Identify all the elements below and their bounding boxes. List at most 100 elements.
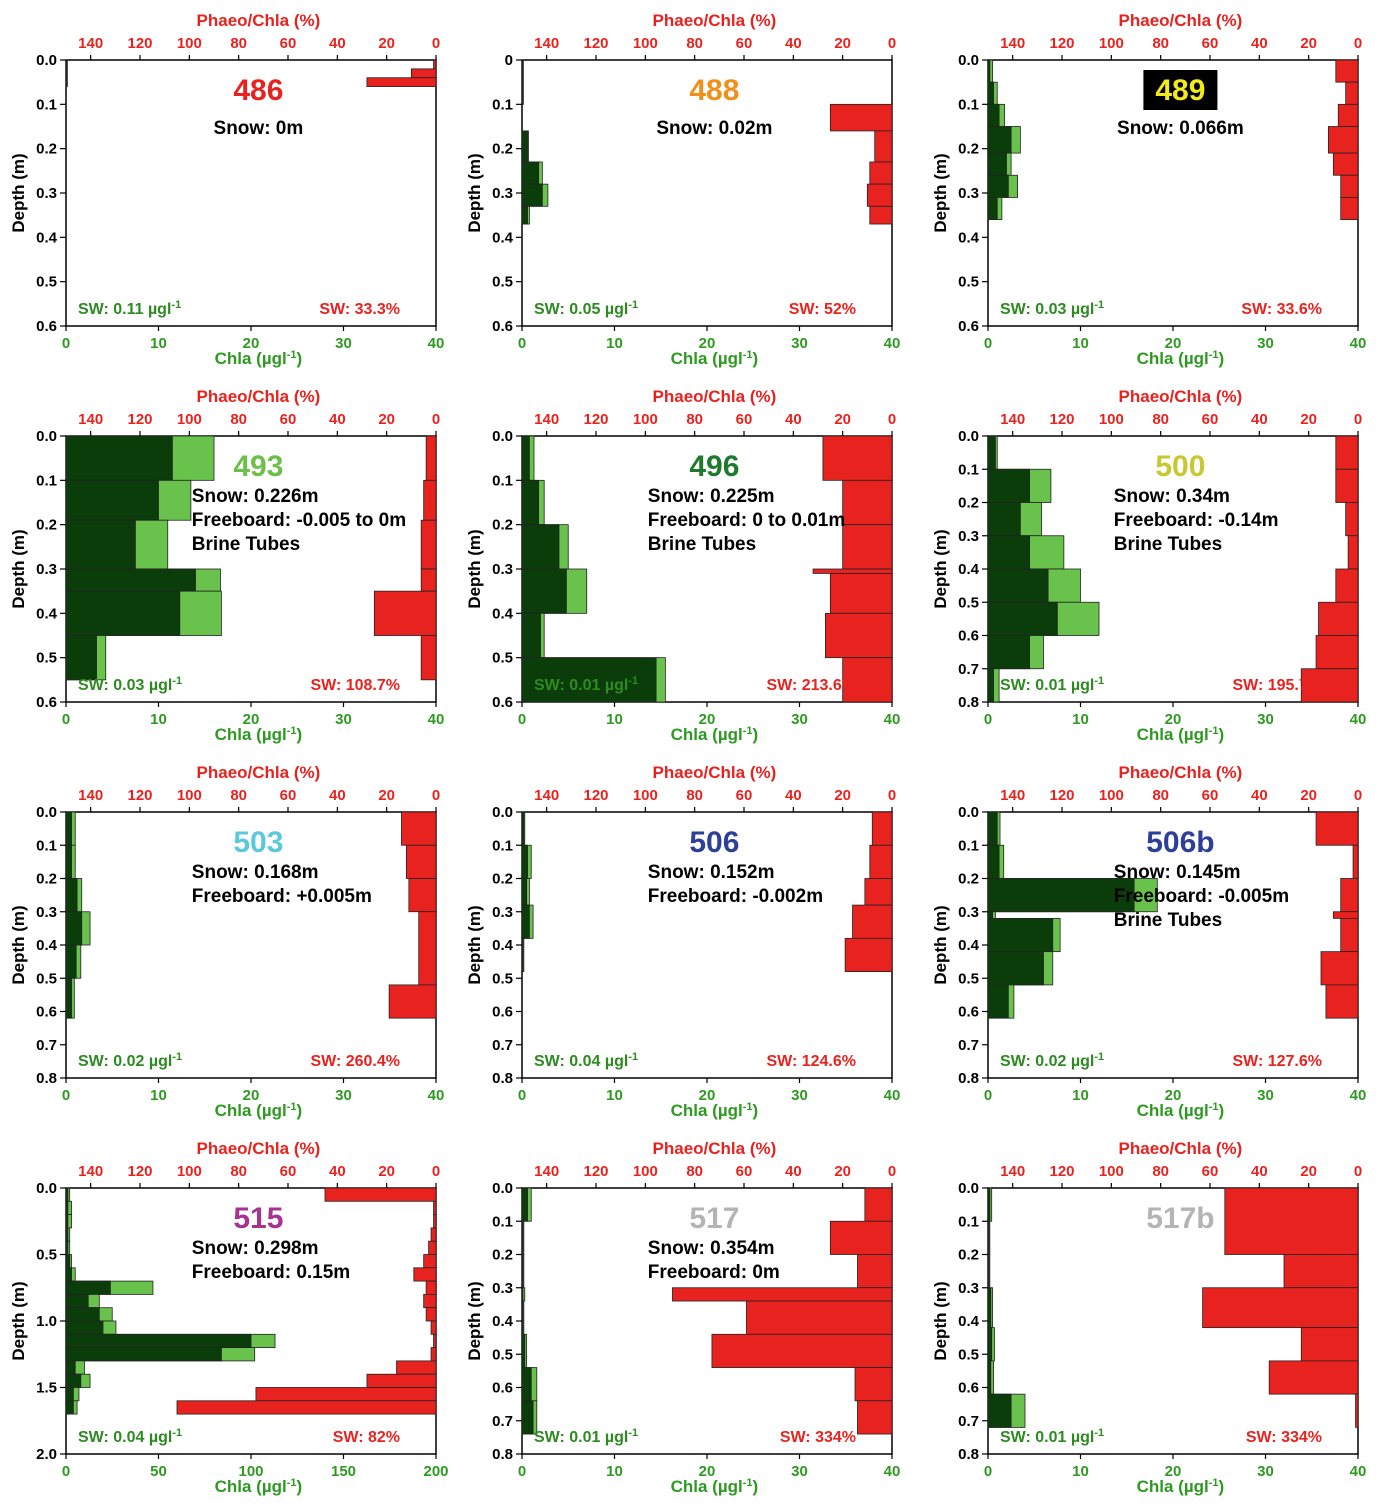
y-tick-label: 0.2 <box>492 517 513 534</box>
y-tick-label: 0.6 <box>36 1004 57 1021</box>
y-tick-label: 0.1 <box>492 96 513 113</box>
x-top-tick-label: 0 <box>888 787 896 804</box>
phaeo-bar <box>373 590 437 636</box>
y-tick-label: 0.7 <box>492 1413 513 1430</box>
chla-bar <box>65 1360 76 1375</box>
y-tick-label: 0.4 <box>958 937 980 954</box>
chla-bar <box>987 103 1000 127</box>
chla-bar <box>987 601 1058 636</box>
x-top-title: Phaeo/Chla (%) <box>1119 1139 1243 1158</box>
sw-phaeo-label: SW: 33.3% <box>319 301 400 318</box>
chla-bar <box>65 911 83 946</box>
x-top-tick-label: 140 <box>78 35 103 52</box>
y-tick-label: 0.2 <box>958 141 979 158</box>
station-label: 496 <box>689 450 739 483</box>
chla-bar <box>987 1393 1012 1428</box>
phaeo-bar <box>746 1300 893 1335</box>
x-top-tick-label: 20 <box>1300 1163 1317 1180</box>
x-top-tick-label: 40 <box>329 411 346 428</box>
x-bottom-tick-label: 10 <box>1072 335 1089 352</box>
phaeo-bar <box>842 479 893 526</box>
phaeo-bar <box>405 844 437 879</box>
x-bottom-tick-label: 20 <box>243 1087 260 1104</box>
chla-bar <box>65 1267 72 1282</box>
x-bottom-tick-label: 10 <box>150 711 167 728</box>
info-line: Brine Tubes <box>192 534 300 555</box>
y-axis-title: Depth (m) <box>931 153 950 232</box>
y-tick-label: 0.8 <box>492 1070 513 1087</box>
chla-bar <box>987 951 1044 986</box>
phaeo-bar <box>423 1294 437 1309</box>
chla-bar <box>521 435 530 481</box>
x-top-tick-label: 120 <box>1049 35 1074 52</box>
y-tick-label: 0.4 <box>958 1313 980 1330</box>
info-line: Snow: 0.145m <box>1114 862 1241 883</box>
x-top-title: Phaeo/Chla (%) <box>653 1139 777 1158</box>
chla-bar <box>521 183 543 207</box>
phaeo-bar <box>825 612 893 659</box>
chla-bar <box>65 635 97 681</box>
phaeo-bar <box>869 844 893 879</box>
x-top-tick-label: 100 <box>177 787 202 804</box>
phaeo-bar <box>864 1187 893 1222</box>
phaeo-bar <box>1345 81 1359 105</box>
y-tick-label: 0.8 <box>958 1070 979 1087</box>
x-top-tick-label: 140 <box>78 411 103 428</box>
phaeo-bar <box>1315 811 1359 846</box>
x-top-tick-label: 120 <box>583 35 608 52</box>
phaeo-bar <box>430 1227 437 1242</box>
phaeo-bar <box>401 811 437 846</box>
plot-area <box>65 811 437 1079</box>
chla-bar <box>987 844 1000 879</box>
x-top-tick-label: 20 <box>378 787 395 804</box>
x-top-tick-label: 80 <box>686 1163 703 1180</box>
x-top-tick-label: 100 <box>633 411 658 428</box>
station-label: 503 <box>233 826 283 859</box>
x-top-tick-label: 80 <box>1152 1163 1169 1180</box>
sw-chla-label: SW: 0.05 µgl-1 <box>534 299 638 318</box>
x-bottom-tick-label: 0 <box>62 1087 70 1104</box>
chla-bar <box>65 844 72 879</box>
panel-496: 0.0 0.1 0.2 0.3 0.4 0.5 0.6 0 10 20 30 40 140 120 100 8… <box>465 387 900 744</box>
chla-bar <box>65 1214 69 1229</box>
x-top-tick-label: 20 <box>378 1163 395 1180</box>
x-top-tick-label: 0 <box>888 411 896 428</box>
x-bottom-tick-label: 30 <box>1257 1087 1274 1104</box>
chla-bar <box>987 435 996 470</box>
y-tick-label: 0.2 <box>36 871 57 888</box>
y-tick-label: 0.5 <box>36 970 57 987</box>
x-top-tick-label: 80 <box>686 35 703 52</box>
y-tick-label: 0.4 <box>492 229 514 246</box>
chla-bar <box>521 844 528 879</box>
phaeo-bar <box>857 1254 893 1289</box>
chla-bar <box>65 479 159 521</box>
chla-bar <box>65 878 78 913</box>
y-tick-label: 0.3 <box>492 904 513 921</box>
chla-bar <box>65 1320 104 1335</box>
chla-bar <box>521 878 528 906</box>
chla-bar <box>987 59 991 83</box>
x-top-tick-label: 60 <box>1202 1163 1219 1180</box>
y-tick-label: 0.0 <box>36 1180 57 1197</box>
chla-bar <box>521 1333 526 1368</box>
info-line: Snow: 0.02m <box>656 118 772 139</box>
chla-bar <box>521 811 525 846</box>
phaeo-bar <box>410 68 437 79</box>
phaeo-bar <box>1320 951 1359 986</box>
phaeo-bar <box>1300 668 1359 703</box>
x-bottom-tick-label: 40 <box>1350 711 1367 728</box>
y-axis-title: Depth (m) <box>9 905 28 984</box>
phaeo-bar <box>1347 535 1359 570</box>
x-top-tick-label: 40 <box>329 787 346 804</box>
y-tick-label: 0.1 <box>36 472 57 489</box>
x-bottom-tick-label: 10 <box>606 1463 623 1480</box>
y-tick-label: 0.2 <box>492 141 513 158</box>
chla-bar <box>65 1387 74 1402</box>
x-top-tick-label: 40 <box>1251 787 1268 804</box>
chla-bar <box>65 59 68 88</box>
chla-bar <box>521 1400 534 1435</box>
x-bottom-title: Chla (µgl-1) <box>1137 1101 1225 1120</box>
x-top-title: Phaeo/Chla (%) <box>1119 11 1243 30</box>
phaeo-bar <box>854 1367 893 1402</box>
x-bottom-tick-label: 20 <box>699 335 716 352</box>
